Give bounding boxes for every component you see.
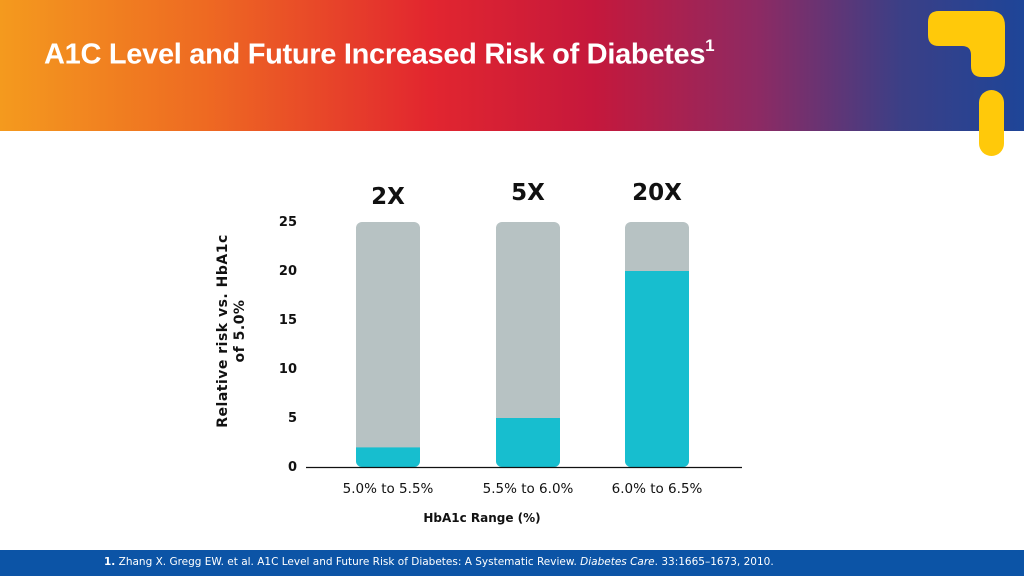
y-tick-label: 5 — [288, 411, 297, 426]
bar — [496, 418, 560, 467]
header-banner: A1C Level and Future Increased Risk of D… — [0, 0, 1024, 131]
brand-logo-icon — [928, 11, 1005, 156]
title-footnote-ref: 1 — [705, 36, 715, 55]
page-title: A1C Level and Future Increased Risk of D… — [44, 36, 715, 72]
x-tick-label: 6.0% to 6.5% — [612, 481, 703, 497]
x-axis-label: HbA1c Range (%) — [423, 511, 540, 525]
y-axis-label-line: of 5.0% — [232, 300, 248, 363]
bar-top-label: 2X — [371, 184, 405, 210]
y-tick-label: 15 — [279, 313, 297, 328]
y-axis-label-line: Relative risk vs. HbA1c — [215, 234, 231, 428]
y-tick-label: 25 — [279, 215, 297, 230]
bar-top-label: 5X — [511, 180, 545, 206]
footnote-text-post: . 33:1665–1673, 2010. — [654, 556, 774, 568]
footnote-journal: Diabetes Care — [580, 556, 655, 568]
bar — [625, 271, 689, 467]
footnote: 1. Zhang X. Gregg EW. et al. A1C Level a… — [104, 556, 774, 568]
y-tick-label: 0 — [288, 460, 297, 475]
bar-background — [496, 222, 560, 467]
y-tick-label: 10 — [279, 362, 297, 377]
y-tick-label: 20 — [279, 264, 297, 279]
bar-background — [356, 222, 420, 467]
x-tick-label: 5.0% to 5.5% — [343, 481, 434, 497]
footer-bar: 1. Zhang X. Gregg EW. et al. A1C Level a… — [0, 550, 1024, 576]
y-axis-label: Relative risk vs. HbA1cof 5.0% — [215, 234, 248, 428]
footnote-text-pre: Zhang X. Gregg EW. et al. A1C Level and … — [115, 556, 581, 568]
footnote-number: 1. — [104, 556, 116, 568]
bar-top-label: 20X — [632, 180, 682, 206]
x-tick-label: 5.5% to 6.0% — [483, 481, 574, 497]
page-title-text: A1C Level and Future Increased Risk of D… — [44, 38, 706, 71]
bar — [356, 447, 420, 467]
